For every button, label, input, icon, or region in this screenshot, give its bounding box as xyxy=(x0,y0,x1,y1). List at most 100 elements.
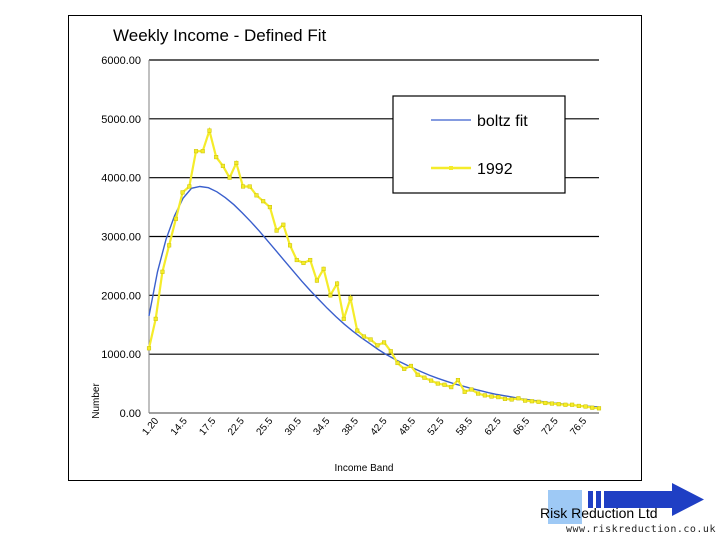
data-point xyxy=(482,393,487,398)
y-tick-label: 4000.00 xyxy=(101,173,141,185)
data-point xyxy=(563,402,568,407)
data-point xyxy=(476,391,481,396)
data-point xyxy=(294,257,299,263)
data-point xyxy=(429,378,434,383)
data-point xyxy=(207,128,212,133)
data-point xyxy=(435,381,440,386)
company-logo[interactable]: Risk Reduction Ltd www.riskreduction.co.… xyxy=(540,483,720,540)
data-point xyxy=(160,269,165,274)
x-tick-label: 14.5 xyxy=(169,416,190,438)
data-point xyxy=(287,243,293,248)
data-point xyxy=(516,396,521,401)
x-tick-label: 76.5 xyxy=(568,416,589,438)
chart-frame: Weekly Income - Defined Fit 6000.00 5000.0… xyxy=(68,15,642,481)
legend-box xyxy=(392,95,566,194)
data-point xyxy=(341,316,346,321)
data-point xyxy=(496,395,501,400)
x-tick-label: 22.5 xyxy=(226,416,247,438)
data-point xyxy=(355,328,360,333)
x-tick-label: 17.5 xyxy=(197,416,218,438)
data-point xyxy=(422,375,427,380)
x-tick-label: 34.5 xyxy=(312,416,333,438)
logo-bar-icon xyxy=(596,491,601,508)
data-point xyxy=(536,399,541,404)
x-tick-label: 42.5 xyxy=(369,416,390,438)
x-tick-label: 62.5 xyxy=(483,416,504,438)
data-point xyxy=(442,382,447,387)
arrow-right-icon xyxy=(604,483,704,516)
data-point xyxy=(455,378,461,383)
data-point xyxy=(382,340,387,345)
data-point xyxy=(187,184,192,189)
data-point xyxy=(543,400,548,406)
x-tick-label: 30.5 xyxy=(283,416,304,438)
data-point xyxy=(314,278,319,283)
data-point xyxy=(415,372,420,377)
data-point xyxy=(402,366,407,371)
legend-label: 1992 xyxy=(477,161,513,178)
data-point xyxy=(180,190,185,195)
data-point xyxy=(368,337,373,342)
data-point xyxy=(267,205,272,210)
chart-title: Weekly Income - Defined Fit xyxy=(113,26,326,45)
data-point xyxy=(321,266,326,271)
data-point xyxy=(247,184,252,189)
x-tick-label: 72.5 xyxy=(540,416,561,438)
data-point xyxy=(220,163,225,168)
data-point xyxy=(576,403,581,408)
data-point xyxy=(200,149,205,154)
legend-marker xyxy=(449,166,453,170)
data-point xyxy=(408,363,413,368)
data-point xyxy=(234,160,239,166)
legend-label: boltz fit xyxy=(477,113,528,130)
data-point xyxy=(583,404,588,409)
logo-square-icon xyxy=(548,490,582,524)
logo-website-url: www.riskreduction.co.uk xyxy=(566,524,716,535)
series-line-0 xyxy=(148,185,600,408)
x-axis-label: Income Band xyxy=(335,463,394,474)
data-point xyxy=(227,175,232,180)
x-tick-label: 58.5 xyxy=(454,416,475,438)
data-point xyxy=(449,385,454,390)
data-point xyxy=(173,216,178,221)
data-point xyxy=(596,406,602,411)
data-point xyxy=(146,346,152,351)
data-point xyxy=(348,296,353,301)
data-point xyxy=(469,387,474,392)
data-point xyxy=(240,184,246,189)
y-tick-label: 6000.00 xyxy=(101,55,141,67)
y-axis-label: Number xyxy=(91,383,102,419)
data-point xyxy=(489,394,494,399)
data-point xyxy=(281,222,286,227)
y-tick-label: 0.00 xyxy=(120,408,141,420)
data-point xyxy=(462,389,467,394)
data-point xyxy=(523,398,528,403)
data-point xyxy=(301,260,306,266)
data-point xyxy=(254,193,259,198)
data-point xyxy=(502,396,508,401)
data-point xyxy=(214,155,219,160)
x-tick-label: 38.5 xyxy=(340,416,361,438)
logo-bar-icon xyxy=(588,491,593,508)
data-point xyxy=(274,228,279,233)
data-point xyxy=(395,360,400,366)
x-tick-label: 25.5 xyxy=(254,416,275,438)
data-point xyxy=(261,199,266,204)
data-point xyxy=(375,343,380,348)
data-point xyxy=(167,243,172,248)
data-point xyxy=(509,397,514,402)
data-point xyxy=(308,257,313,263)
x-tick-label: 66.5 xyxy=(511,416,532,438)
data-point xyxy=(193,149,199,154)
data-point xyxy=(590,405,595,410)
x-tick-label: 52.5 xyxy=(426,416,447,438)
data-point xyxy=(570,402,575,407)
y-tick-label: 5000.00 xyxy=(101,114,141,126)
data-point xyxy=(556,402,561,407)
y-tick-label: 3000.00 xyxy=(101,232,141,244)
data-point xyxy=(361,334,366,339)
data-point xyxy=(549,401,555,406)
data-point xyxy=(153,316,158,321)
x-tick-label: 1.20 xyxy=(140,416,161,438)
weekly-income-chart: Weekly Income - Defined Fit 6000.00 5000.0… xyxy=(91,26,602,474)
